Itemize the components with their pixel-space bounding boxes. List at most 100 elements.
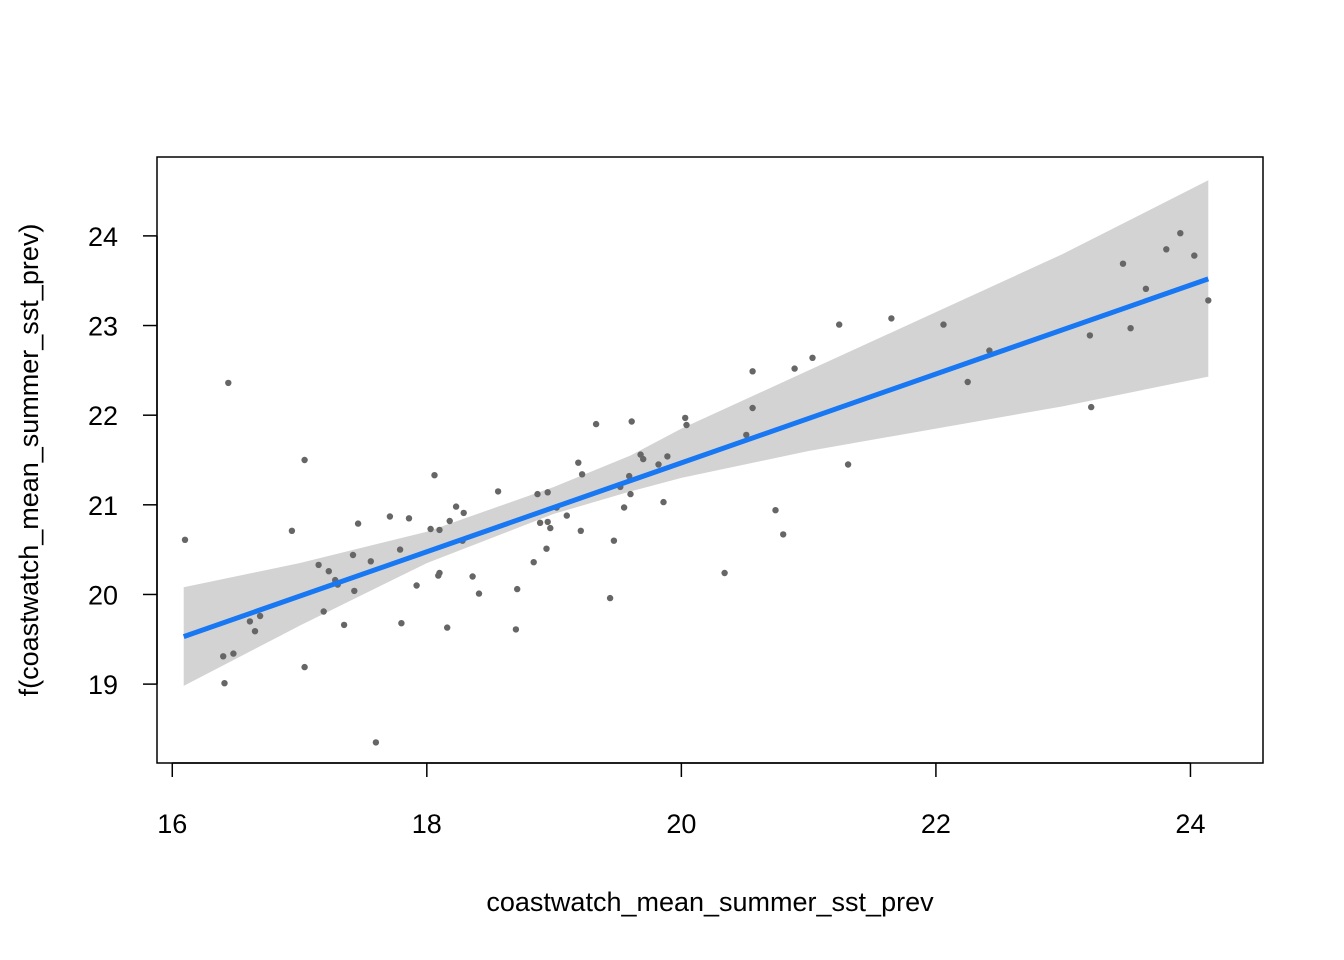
x-axis: 16 18 20 22 24 — [157, 762, 1205, 839]
data-point — [1088, 403, 1095, 411]
data-point — [1119, 260, 1127, 267]
data-point — [1163, 246, 1170, 253]
data-point — [544, 489, 551, 496]
data-point — [436, 526, 443, 534]
data-point — [563, 512, 570, 519]
fit-line-layer — [182, 276, 1210, 639]
data-point — [230, 650, 237, 657]
data-point — [372, 739, 380, 746]
x-tick-label: 24 — [1175, 809, 1205, 839]
y-tick-label: 20 — [88, 580, 118, 610]
data-point — [1127, 325, 1134, 332]
data-point — [844, 461, 852, 468]
data-point — [301, 456, 308, 464]
data-point — [494, 488, 502, 495]
data-point — [446, 517, 453, 525]
y-tick-label: 21 — [88, 491, 118, 521]
data-point — [469, 573, 476, 580]
data-point — [475, 590, 483, 597]
data-point — [246, 618, 254, 625]
data-point — [315, 561, 322, 569]
data-point — [627, 490, 634, 498]
data-point — [628, 418, 635, 425]
data-point — [396, 546, 404, 553]
data-point — [354, 520, 362, 527]
data-point — [610, 537, 618, 544]
x-axis-title: coastwatch_mean_summer_sst_prev — [486, 887, 934, 917]
data-point — [1086, 332, 1094, 339]
data-point — [606, 594, 614, 602]
data-point — [367, 558, 374, 565]
data-point — [512, 626, 520, 633]
data-point — [220, 653, 227, 660]
data-point — [405, 515, 413, 522]
y-axis-title: f(coastwatch_mean_summer_sst_prev) — [14, 224, 44, 697]
data-point — [964, 378, 971, 386]
data-point — [181, 536, 189, 543]
y-tick-label: 22 — [88, 401, 118, 431]
confidence-band-layer — [183, 180, 1209, 686]
data-point — [221, 680, 228, 687]
data-point — [683, 421, 690, 429]
data-point — [578, 471, 586, 478]
data-point — [251, 628, 259, 635]
data-point — [256, 612, 264, 620]
data-point — [444, 624, 451, 631]
data-point — [772, 507, 779, 514]
data-point — [577, 527, 584, 534]
data-point — [682, 414, 689, 422]
data-point — [626, 472, 633, 480]
y-tick-label: 23 — [88, 312, 118, 342]
data-point — [940, 321, 947, 328]
data-point — [743, 431, 750, 439]
data-point — [655, 461, 662, 468]
data-point — [536, 519, 544, 526]
data-point — [620, 504, 628, 511]
data-point — [427, 525, 434, 533]
data-point — [809, 354, 816, 361]
data-point — [325, 568, 332, 575]
x-tick-label: 22 — [921, 809, 951, 839]
x-tick-label: 18 — [412, 809, 442, 839]
data-point — [749, 404, 756, 412]
data-point — [592, 420, 600, 428]
data-point — [320, 608, 327, 615]
data-point — [836, 321, 843, 328]
data-point — [543, 545, 550, 552]
data-point — [749, 368, 756, 375]
data-point — [544, 518, 551, 526]
data-point — [514, 585, 521, 593]
data-point — [660, 498, 667, 506]
data-point — [349, 551, 357, 559]
y-tick-label: 24 — [88, 222, 118, 252]
data-point — [1191, 252, 1198, 259]
data-point — [386, 513, 394, 520]
data-point — [791, 365, 798, 372]
data-point — [888, 315, 895, 322]
y-axis: 19 20 21 22 23 24 — [88, 222, 158, 700]
data-point — [530, 559, 537, 566]
data-point — [640, 455, 647, 463]
data-point — [398, 620, 405, 627]
data-point — [534, 490, 541, 498]
data-point — [721, 569, 728, 577]
data-point — [436, 569, 443, 577]
data-point — [225, 379, 232, 387]
fit-line — [182, 276, 1210, 639]
data-point — [340, 621, 348, 629]
confidence-band — [183, 180, 1209, 686]
data-point — [431, 472, 438, 479]
data-point — [351, 587, 358, 595]
data-point — [780, 531, 787, 538]
data-point — [1142, 285, 1150, 292]
data-points-layer — [181, 230, 1212, 746]
data-point — [547, 524, 554, 532]
x-tick-label: 20 — [666, 809, 696, 839]
data-point — [575, 459, 582, 466]
data-point — [288, 527, 296, 534]
y-tick-label: 19 — [88, 670, 118, 700]
data-point — [452, 503, 460, 510]
data-point — [1177, 230, 1184, 237]
x-tick-label: 16 — [157, 809, 187, 839]
